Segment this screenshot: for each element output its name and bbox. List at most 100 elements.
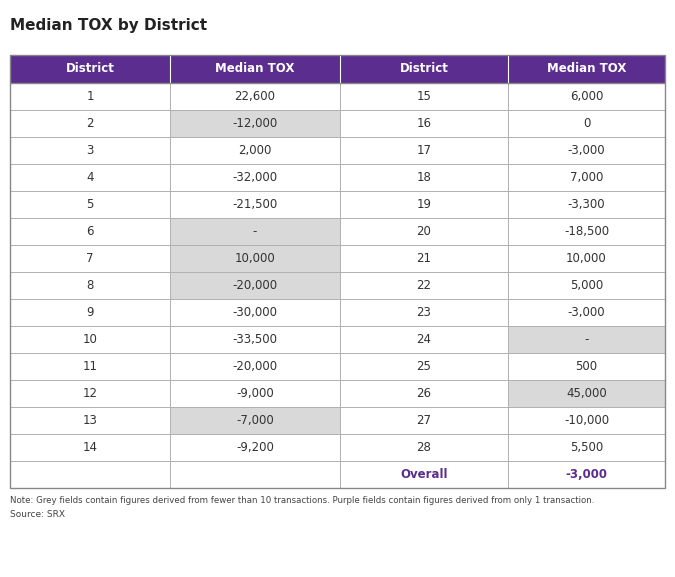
Bar xyxy=(10,110,170,137)
Text: 10,000: 10,000 xyxy=(566,252,607,265)
Bar xyxy=(170,380,340,407)
Text: 25: 25 xyxy=(416,360,431,373)
Text: Median TOX: Median TOX xyxy=(547,62,626,76)
Bar xyxy=(10,380,170,407)
Text: 4: 4 xyxy=(86,171,94,184)
Text: 2: 2 xyxy=(86,117,94,130)
Bar xyxy=(340,218,508,245)
Bar xyxy=(10,434,170,461)
Bar xyxy=(340,461,665,488)
Text: -12,000: -12,000 xyxy=(232,117,277,130)
Text: 17: 17 xyxy=(416,144,431,157)
Text: 24: 24 xyxy=(416,333,431,346)
Text: 2,000: 2,000 xyxy=(238,144,271,157)
Bar xyxy=(10,83,170,110)
Text: 20: 20 xyxy=(416,225,431,238)
Bar xyxy=(340,272,508,299)
Text: Median TOX by District: Median TOX by District xyxy=(10,18,207,33)
Bar xyxy=(170,299,340,326)
Bar xyxy=(508,434,665,461)
Text: -20,000: -20,000 xyxy=(232,279,277,292)
Bar xyxy=(10,299,170,326)
Text: -32,000: -32,000 xyxy=(232,171,277,184)
Text: Source: SRX: Source: SRX xyxy=(10,510,65,519)
Bar xyxy=(340,110,508,137)
Text: Median TOX: Median TOX xyxy=(215,62,295,76)
Bar xyxy=(170,137,340,164)
Text: 9: 9 xyxy=(86,306,94,319)
Text: 28: 28 xyxy=(416,441,431,454)
Text: -20,000: -20,000 xyxy=(232,360,277,373)
Bar xyxy=(340,191,508,218)
Bar xyxy=(340,326,508,353)
Bar xyxy=(170,434,340,461)
Bar xyxy=(508,218,665,245)
Text: 45,000: 45,000 xyxy=(566,387,607,400)
Bar xyxy=(10,191,170,218)
Bar xyxy=(170,326,340,353)
Text: 16: 16 xyxy=(416,117,431,130)
Bar xyxy=(508,299,665,326)
Bar xyxy=(170,164,340,191)
Text: District: District xyxy=(65,62,115,76)
Bar xyxy=(340,353,508,380)
Bar xyxy=(10,55,665,488)
Text: 15: 15 xyxy=(416,90,431,103)
Bar xyxy=(340,245,508,272)
Text: 13: 13 xyxy=(82,414,97,427)
Text: District: District xyxy=(400,62,448,76)
Text: -3,000: -3,000 xyxy=(568,306,605,319)
Text: 10: 10 xyxy=(82,333,97,346)
Bar xyxy=(508,353,665,380)
Bar xyxy=(508,137,665,164)
Text: 5: 5 xyxy=(86,198,94,211)
Bar xyxy=(508,191,665,218)
Bar xyxy=(508,245,665,272)
Text: 3: 3 xyxy=(86,144,94,157)
Bar xyxy=(170,407,340,434)
Text: 6,000: 6,000 xyxy=(570,90,603,103)
Text: 6: 6 xyxy=(86,225,94,238)
Text: 14: 14 xyxy=(82,441,97,454)
Text: 5,000: 5,000 xyxy=(570,279,603,292)
Text: 21: 21 xyxy=(416,252,431,265)
Bar xyxy=(508,407,665,434)
Bar xyxy=(10,245,170,272)
Bar xyxy=(10,272,170,299)
Text: 10,000: 10,000 xyxy=(235,252,275,265)
Bar xyxy=(340,83,508,110)
Text: 500: 500 xyxy=(575,360,597,373)
Bar xyxy=(508,110,665,137)
Bar xyxy=(10,55,665,83)
Text: -3,000: -3,000 xyxy=(568,144,605,157)
Text: -18,500: -18,500 xyxy=(564,225,609,238)
Bar xyxy=(10,326,170,353)
Text: -: - xyxy=(253,225,257,238)
Bar xyxy=(10,353,170,380)
Text: -9,200: -9,200 xyxy=(236,441,274,454)
Text: 23: 23 xyxy=(416,306,431,319)
Bar xyxy=(508,272,665,299)
Text: 26: 26 xyxy=(416,387,431,400)
Bar xyxy=(170,191,340,218)
Text: -9,000: -9,000 xyxy=(236,387,274,400)
Bar xyxy=(170,110,340,137)
Text: 22: 22 xyxy=(416,279,431,292)
Bar xyxy=(340,164,508,191)
Bar xyxy=(170,83,340,110)
Text: 11: 11 xyxy=(82,360,97,373)
Bar xyxy=(170,245,340,272)
Text: -30,000: -30,000 xyxy=(232,306,277,319)
Bar xyxy=(10,218,170,245)
Text: Note: Grey fields contain figures derived from fewer than 10 transactions. Purpl: Note: Grey fields contain figures derive… xyxy=(10,496,595,505)
Bar xyxy=(340,299,508,326)
Bar xyxy=(340,434,508,461)
Text: -21,500: -21,500 xyxy=(232,198,277,211)
Text: -7,000: -7,000 xyxy=(236,414,274,427)
Text: 7: 7 xyxy=(86,252,94,265)
Bar xyxy=(10,164,170,191)
Bar xyxy=(340,380,508,407)
Text: Overall: Overall xyxy=(400,468,448,481)
Bar xyxy=(508,164,665,191)
Bar xyxy=(170,218,340,245)
